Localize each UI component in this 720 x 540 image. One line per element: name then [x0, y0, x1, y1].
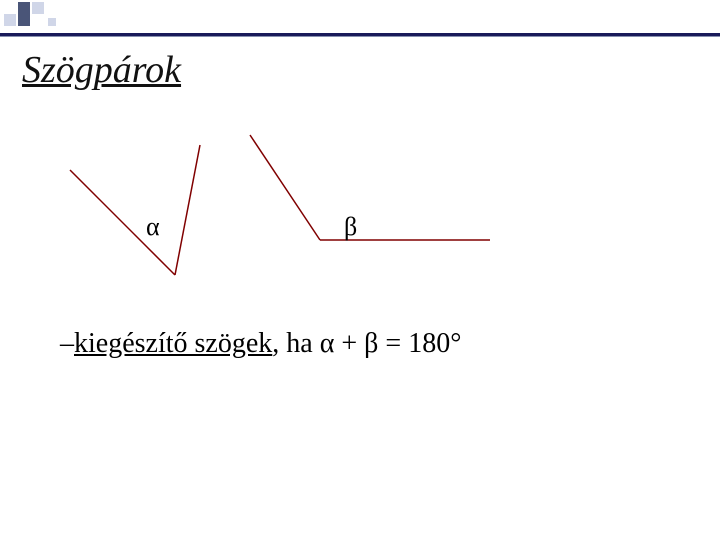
page-title: Szögpárok [22, 48, 181, 92]
decor-square [18, 14, 30, 26]
descriptor-text: –kiegészítő szögek, ha α + β = 180° [60, 328, 461, 360]
angles-diagram [60, 130, 560, 300]
descriptor-rest: , ha α + β = 180° [272, 328, 461, 359]
decor-square [18, 2, 30, 14]
alpha-label: α [146, 212, 160, 242]
corner-decoration [0, 0, 100, 30]
decor-square [48, 18, 56, 26]
descriptor-underlined: kiegészítő szögek [74, 328, 272, 359]
descriptor-dash: – [60, 328, 74, 359]
title-rule [0, 30, 720, 36]
decor-square [4, 14, 16, 26]
decor-square [32, 2, 44, 14]
beta-label: β [344, 212, 357, 242]
